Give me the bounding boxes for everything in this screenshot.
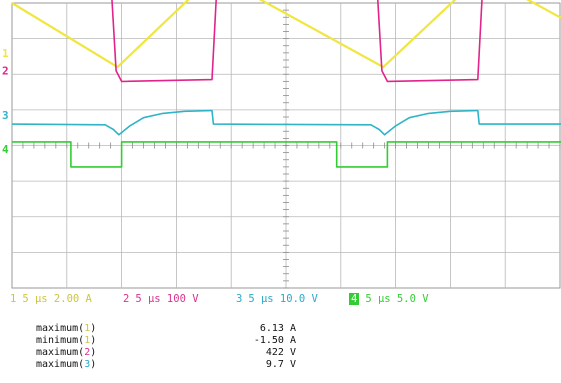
measurement-row: maximum(1) 6.13 A — [36, 323, 296, 335]
channel-3-info: 3 5 μs 10.0 V — [236, 293, 318, 305]
measurement-row: maximum(2) 422 V — [36, 347, 296, 359]
measurements-panel: maximum(1) 6.13 A minimum(1) -1.50 A max… — [36, 323, 296, 371]
measurement-value: -1.50 A — [253, 335, 296, 346]
channel-4-marker: 4 — [2, 143, 9, 156]
channel-1-settings: 5 μs 2.00 A — [22, 293, 92, 305]
channel-1-info: 1 5 μs 2.00 A — [10, 293, 92, 305]
measurement-channel: 1 — [84, 323, 91, 334]
measurement-channel: 1 — [84, 335, 91, 346]
measurement-row: minimum(1) -1.50 A — [36, 335, 296, 347]
measurement-label: minimum(1) — [36, 335, 97, 346]
measurement-label: maximum(2) — [36, 347, 97, 358]
channel-2-marker: 2 — [2, 65, 9, 78]
channel-3-settings: 5 μs 10.0 V — [248, 293, 318, 305]
trace-channel-2 — [111, 0, 483, 83]
channel-3-marker: 3 — [2, 109, 9, 122]
channel-1-marker: 1 — [2, 47, 9, 60]
waveform-traces — [11, 0, 561, 168]
trace-channel-1 — [11, 0, 561, 69]
measurement-row: maximum(3) 9.7 V — [36, 359, 296, 371]
measurement-label: maximum(3) — [36, 359, 97, 370]
channel-4-info: 4 5 μs 5.0 V — [349, 293, 429, 305]
measurement-channel: 3 — [84, 359, 91, 370]
channel-2-number: 2 — [123, 293, 130, 305]
measurement-value: 422 V — [265, 347, 296, 358]
measurement-value: 6.13 A — [259, 323, 296, 334]
measurement-channel: 2 — [84, 347, 91, 358]
oscilloscope-screen: 1 2 3 4 — [2, 0, 561, 289]
trace-channel-4 — [12, 141, 561, 168]
channel-4-settings: 5 μs 5.0 V — [365, 293, 429, 305]
measurement-label: maximum(1) — [36, 323, 97, 334]
channel-2-settings: 5 μs 100 V — [135, 293, 199, 305]
channel-markers: 1 2 3 4 — [2, 47, 9, 156]
channel-3-number: 3 — [236, 293, 243, 305]
measurement-value: 9.7 V — [265, 359, 296, 370]
graticule — [11, 2, 561, 289]
trace-channel-3 — [11, 109, 561, 136]
channel-2-info: 2 5 μs 100 V — [123, 293, 199, 305]
channel-1-number: 1 — [10, 293, 17, 305]
channel-4-number: 4 — [349, 293, 360, 305]
